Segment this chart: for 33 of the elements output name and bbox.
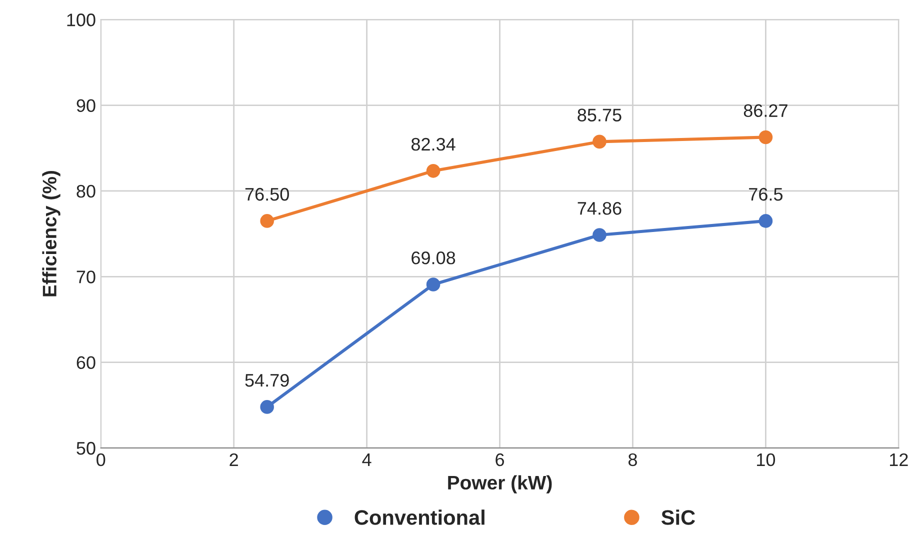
data-label: 76.50 — [245, 188, 289, 201]
legend-label: Conventional — [354, 510, 484, 525]
y-tick-label: 100 — [67, 14, 96, 26]
y-tick-label: 80 — [76, 184, 96, 198]
point — [758, 130, 773, 144]
point — [426, 278, 440, 292]
data-label: 54.79 — [245, 374, 289, 387]
x-tick-label: 0 — [96, 453, 106, 466]
y-axis-title: Efficiency (%) — [42, 171, 60, 296]
x-tick-label: 8 — [628, 453, 637, 466]
data-label: 85.75 — [578, 108, 622, 122]
point — [426, 164, 440, 178]
y-tick-label: 70 — [76, 270, 96, 284]
data-label: 74.86 — [578, 202, 622, 215]
legend-label: SiC — [661, 510, 696, 525]
point — [592, 134, 606, 149]
y-tick-label: 90 — [76, 99, 96, 112]
x-tick-label: 12 — [890, 453, 908, 466]
point — [260, 400, 274, 414]
point — [758, 214, 773, 228]
x-tick-label: 10 — [757, 453, 776, 466]
y-tick-label: 60 — [76, 356, 96, 370]
point — [260, 214, 274, 228]
x-tick-label: 4 — [362, 454, 372, 466]
data-label: 76.5 — [749, 188, 783, 201]
x-tick-label: 2 — [230, 453, 238, 466]
x-axis-title: Power (kW) — [448, 475, 552, 494]
point — [592, 228, 606, 242]
y-tick-label: 50 — [76, 442, 96, 455]
data-label: 69.08 — [412, 252, 456, 264]
data-label: 82.34 — [411, 138, 456, 151]
x-tick-label: 6 — [496, 453, 504, 466]
data-label: 86.27 — [744, 104, 788, 118]
